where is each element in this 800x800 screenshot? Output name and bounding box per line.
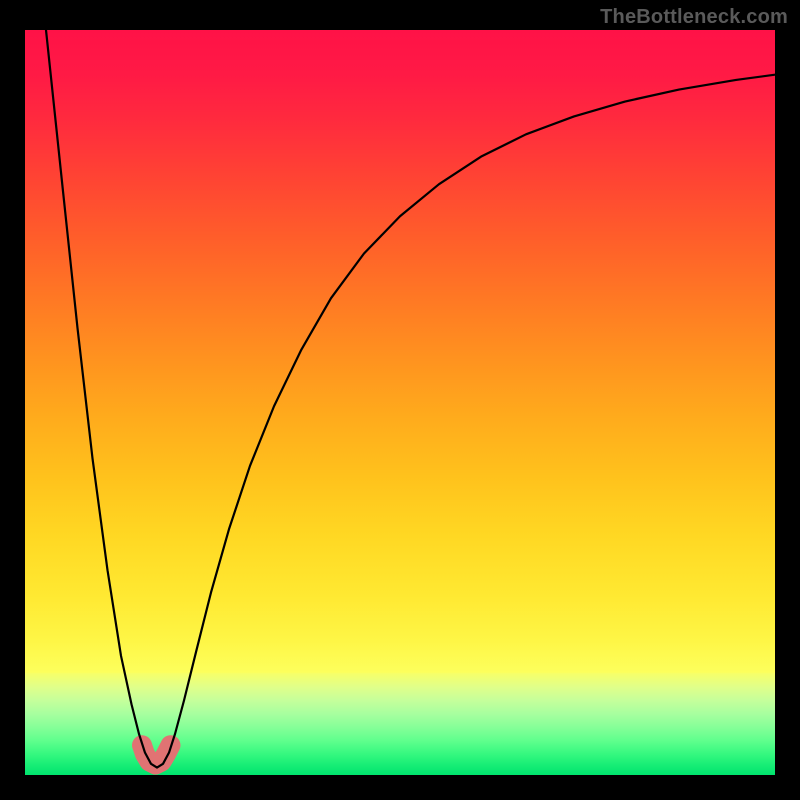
bottleneck-chart bbox=[0, 0, 800, 800]
chart-container: TheBottleneck.com bbox=[0, 0, 800, 800]
watermark-text: TheBottleneck.com bbox=[600, 6, 788, 29]
plot-background bbox=[25, 30, 775, 775]
